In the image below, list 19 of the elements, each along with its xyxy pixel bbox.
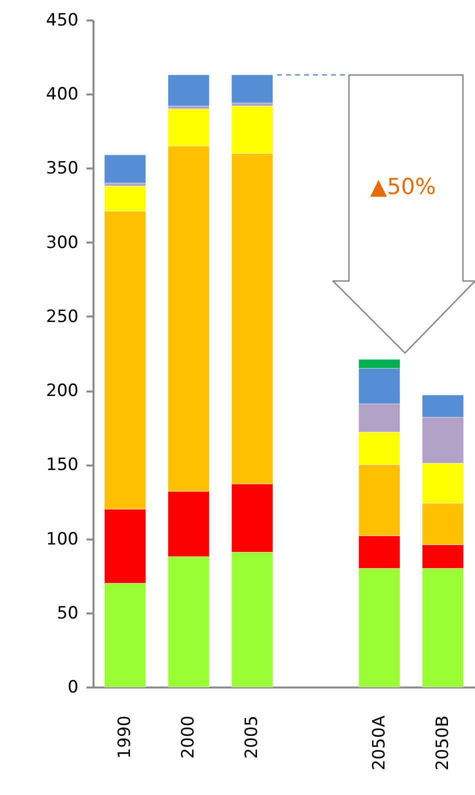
x-tick-label: 2000 [178,716,199,759]
y-tick-label: 100 [46,529,78,550]
bar [168,74,210,106]
y-tick-label: 300 [46,232,78,253]
x-tick-label: 1990 [115,716,136,759]
x-tick-label: 2005 [242,716,262,759]
y-tick-label: 350 [46,158,78,179]
x-tick-label: 2050A [369,715,390,770]
y-tick-label: 50 [56,603,78,624]
annotation: ▲50% [370,175,436,200]
y-tick-label: 150 [46,455,78,476]
y-tick-label: 0 [68,678,78,698]
bar [104,154,146,184]
y-tick-label: 450 [46,10,78,30]
y-tick-label: 250 [46,306,78,327]
y-tick-label: 200 [46,381,78,402]
bar [231,74,274,104]
x-tick-label: 2050B [432,716,453,770]
y-tick-label: 400 [46,84,78,105]
